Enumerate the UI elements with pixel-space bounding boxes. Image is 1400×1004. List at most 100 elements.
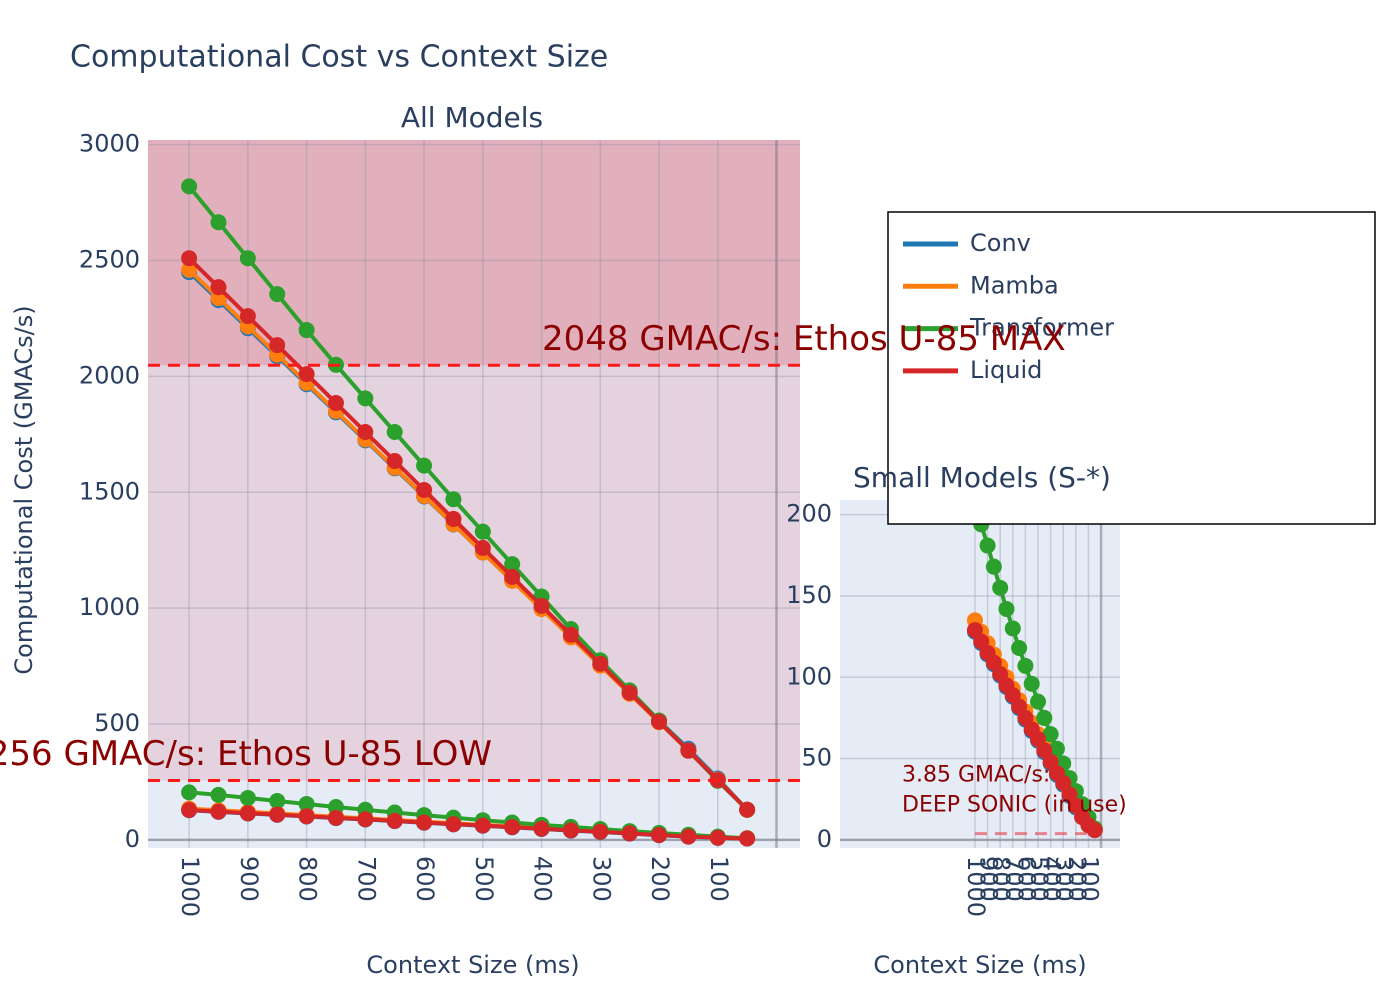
data-point (386, 424, 403, 441)
x-tick-label: 400 (1038, 856, 1066, 902)
data-point (1017, 657, 1034, 674)
data-point (445, 510, 462, 527)
data-point (739, 830, 756, 847)
data-point (239, 250, 256, 267)
data-point (474, 817, 491, 834)
data-point (562, 822, 579, 839)
data-point (416, 814, 433, 831)
data-point (592, 823, 609, 840)
x-tick-label: 100 (1075, 856, 1103, 902)
y-tick-label: 2000 (79, 361, 140, 389)
data-point (269, 792, 286, 809)
data-point (533, 597, 550, 614)
y-tick-label: 200 (786, 500, 832, 528)
data-point (210, 214, 227, 231)
data-point (298, 795, 315, 812)
data-point (474, 523, 491, 540)
plot (840, 500, 1120, 848)
data-point (327, 809, 344, 826)
data-point (445, 816, 462, 833)
y-axis-title: Computational Cost (GMACs/s) (10, 305, 38, 674)
data-point (269, 286, 286, 303)
data-point (985, 558, 1002, 575)
data-point (651, 713, 668, 730)
x-tick-label: 300 (1050, 856, 1078, 902)
data-point (562, 626, 579, 643)
data-point (239, 789, 256, 806)
data-point (181, 178, 198, 195)
x-tick-label: 1000 (962, 856, 990, 917)
data-point (445, 491, 462, 508)
y-tick-label: 1500 (79, 477, 140, 505)
subplot-title: Small Models (S-*) (853, 461, 1111, 494)
x-tick-label: 700 (352, 856, 380, 902)
y-tick-label: 3000 (79, 130, 140, 158)
data-point (357, 424, 374, 441)
data-point (386, 812, 403, 829)
data-point (298, 322, 315, 339)
y-tick-label: 500 (94, 709, 140, 737)
data-point (504, 819, 521, 836)
data-point (533, 820, 550, 837)
y-tick-label: 0 (817, 825, 832, 853)
data-point (181, 261, 198, 278)
threshold-band (148, 140, 800, 366)
data-point (1086, 822, 1103, 839)
data-point (181, 801, 198, 818)
x-tick-label: 400 (529, 856, 557, 902)
plot (148, 140, 800, 848)
x-tick-label: 700 (1000, 856, 1028, 902)
y-tick-label: 2500 (79, 246, 140, 274)
data-point (210, 279, 227, 296)
legend-label: Liquid (970, 356, 1042, 384)
data-point (386, 452, 403, 469)
data-point (1030, 693, 1047, 710)
data-point (504, 568, 521, 585)
data-point (1048, 740, 1065, 757)
data-point (357, 390, 374, 407)
y-tick-label: 50 (801, 744, 832, 772)
data-point (298, 366, 315, 383)
x-tick-label: 500 (1025, 856, 1053, 902)
data-point (979, 537, 996, 554)
threshold-band (148, 365, 800, 781)
y-tick-label: 0 (125, 825, 140, 853)
data-point (992, 579, 1009, 596)
y-tick-label: 100 (786, 662, 832, 690)
legend-box (887, 211, 1376, 525)
data-point (651, 827, 668, 844)
x-axis-title: Context Size (ms) (366, 951, 579, 979)
data-point (416, 457, 433, 474)
data-point (269, 806, 286, 823)
x-tick-label: 800 (294, 856, 322, 902)
data-point (1023, 675, 1040, 692)
x-tick-label: 100 (705, 856, 733, 902)
chart-title: Computational Cost vs Context Size (70, 40, 608, 75)
data-point (1004, 620, 1021, 637)
data-point (592, 655, 609, 672)
data-point (1011, 639, 1028, 656)
data-point (1036, 709, 1053, 726)
data-point (239, 308, 256, 325)
data-point (621, 825, 638, 842)
x-tick-label: 500 (470, 856, 498, 902)
legend-label: Transformer (969, 314, 1114, 342)
x-tick-label: 600 (411, 856, 439, 902)
x-tick-label: 200 (1063, 856, 1091, 902)
annotation: 3.85 GMAC/s: (902, 763, 1050, 788)
x-tick-label: 600 (1012, 856, 1040, 902)
plot-area (148, 140, 800, 848)
data-point (181, 250, 198, 267)
data-point (210, 786, 227, 803)
x-tick-label: 1000 (176, 856, 204, 917)
annotation: 256 GMAC/s: Ethos U-85 LOW (0, 734, 492, 774)
subplot-title: All Models (401, 101, 543, 134)
data-point (739, 801, 756, 818)
data-point (1042, 726, 1059, 743)
x-tick-label: 300 (587, 856, 615, 902)
data-point (680, 828, 697, 845)
data-point (357, 811, 374, 828)
data-point (998, 600, 1015, 617)
